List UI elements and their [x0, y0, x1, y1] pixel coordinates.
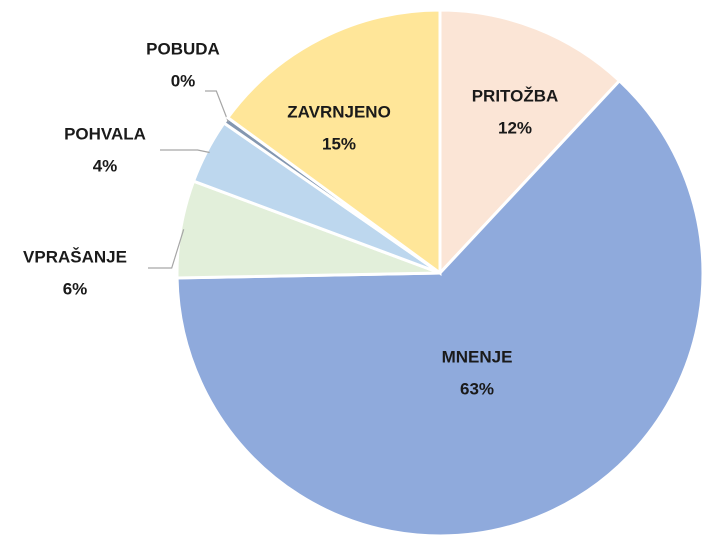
value-label: 0% — [171, 71, 196, 90]
value-label: 12% — [498, 118, 532, 137]
leader-line — [148, 229, 185, 269]
pie-slice — [175, 78, 702, 538]
pie-slice — [438, 8, 622, 277]
category-label: VPRAŠANJE — [23, 247, 127, 266]
leader-line — [160, 149, 210, 154]
pie-slice — [225, 8, 442, 276]
category-label: MNENJE — [442, 347, 513, 366]
category-label: POBUDA — [146, 39, 220, 58]
category-label: PRITOŽBA — [472, 86, 559, 105]
value-label: 15% — [322, 134, 356, 153]
leader-line — [205, 90, 229, 123]
value-label: 4% — [93, 156, 118, 175]
category-label: POHVALA — [64, 124, 146, 143]
category-label: ZAVRNJENO — [287, 102, 391, 121]
value-label: 6% — [63, 279, 88, 298]
value-label: 63% — [460, 379, 494, 398]
